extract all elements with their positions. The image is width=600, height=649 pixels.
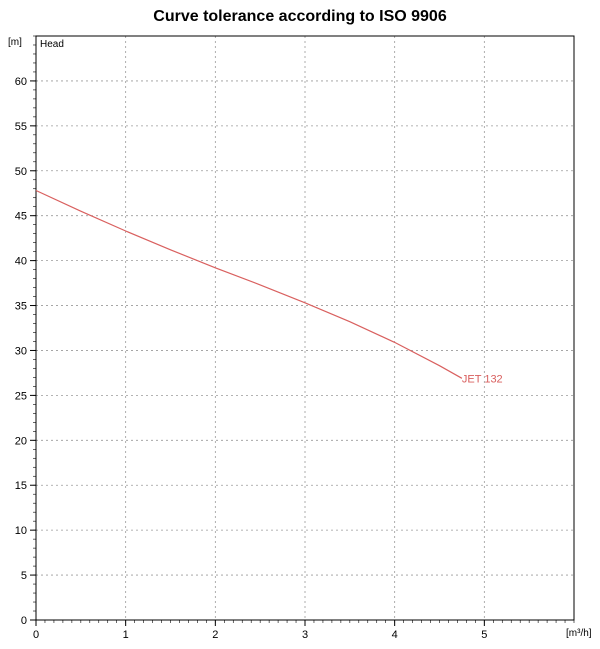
- x-tick-label: 1: [123, 629, 129, 641]
- y-axis-name: Head: [40, 39, 64, 50]
- y-tick-label: 45: [15, 211, 27, 223]
- x-tick-label: 5: [481, 629, 487, 641]
- y-tick-label: 40: [15, 256, 27, 268]
- x-tick-label: 3: [302, 629, 308, 641]
- x-tick-label: 0: [33, 629, 39, 641]
- y-tick-label: 60: [15, 76, 27, 88]
- x-axis-unit: [m³/h]: [566, 628, 592, 639]
- y-tick-label: 30: [15, 345, 27, 357]
- minor-ticks: [33, 35, 575, 623]
- y-axis-unit: [m]: [8, 37, 22, 48]
- series-label: JET 132: [462, 373, 503, 385]
- y-tick-label: 20: [15, 435, 27, 447]
- series: JET 132: [35, 189, 503, 385]
- y-tick-label: 25: [15, 390, 27, 402]
- y-tick-label: 55: [15, 121, 27, 133]
- y-tick-label: 15: [15, 480, 27, 492]
- axis-ticks: [30, 80, 485, 626]
- y-tick-label: 5: [21, 570, 27, 582]
- y-tick-label: 0: [21, 615, 27, 627]
- grid: [36, 36, 574, 620]
- x-tick-label: 2: [212, 629, 218, 641]
- series-line: [35, 189, 463, 379]
- y-tick-label: 35: [15, 301, 27, 313]
- y-tick-label: 10: [15, 525, 27, 537]
- x-tick-label: 4: [392, 629, 398, 641]
- y-tick-label: 50: [15, 166, 27, 178]
- chart-title: Curve tolerance according to ISO 9906: [153, 8, 447, 25]
